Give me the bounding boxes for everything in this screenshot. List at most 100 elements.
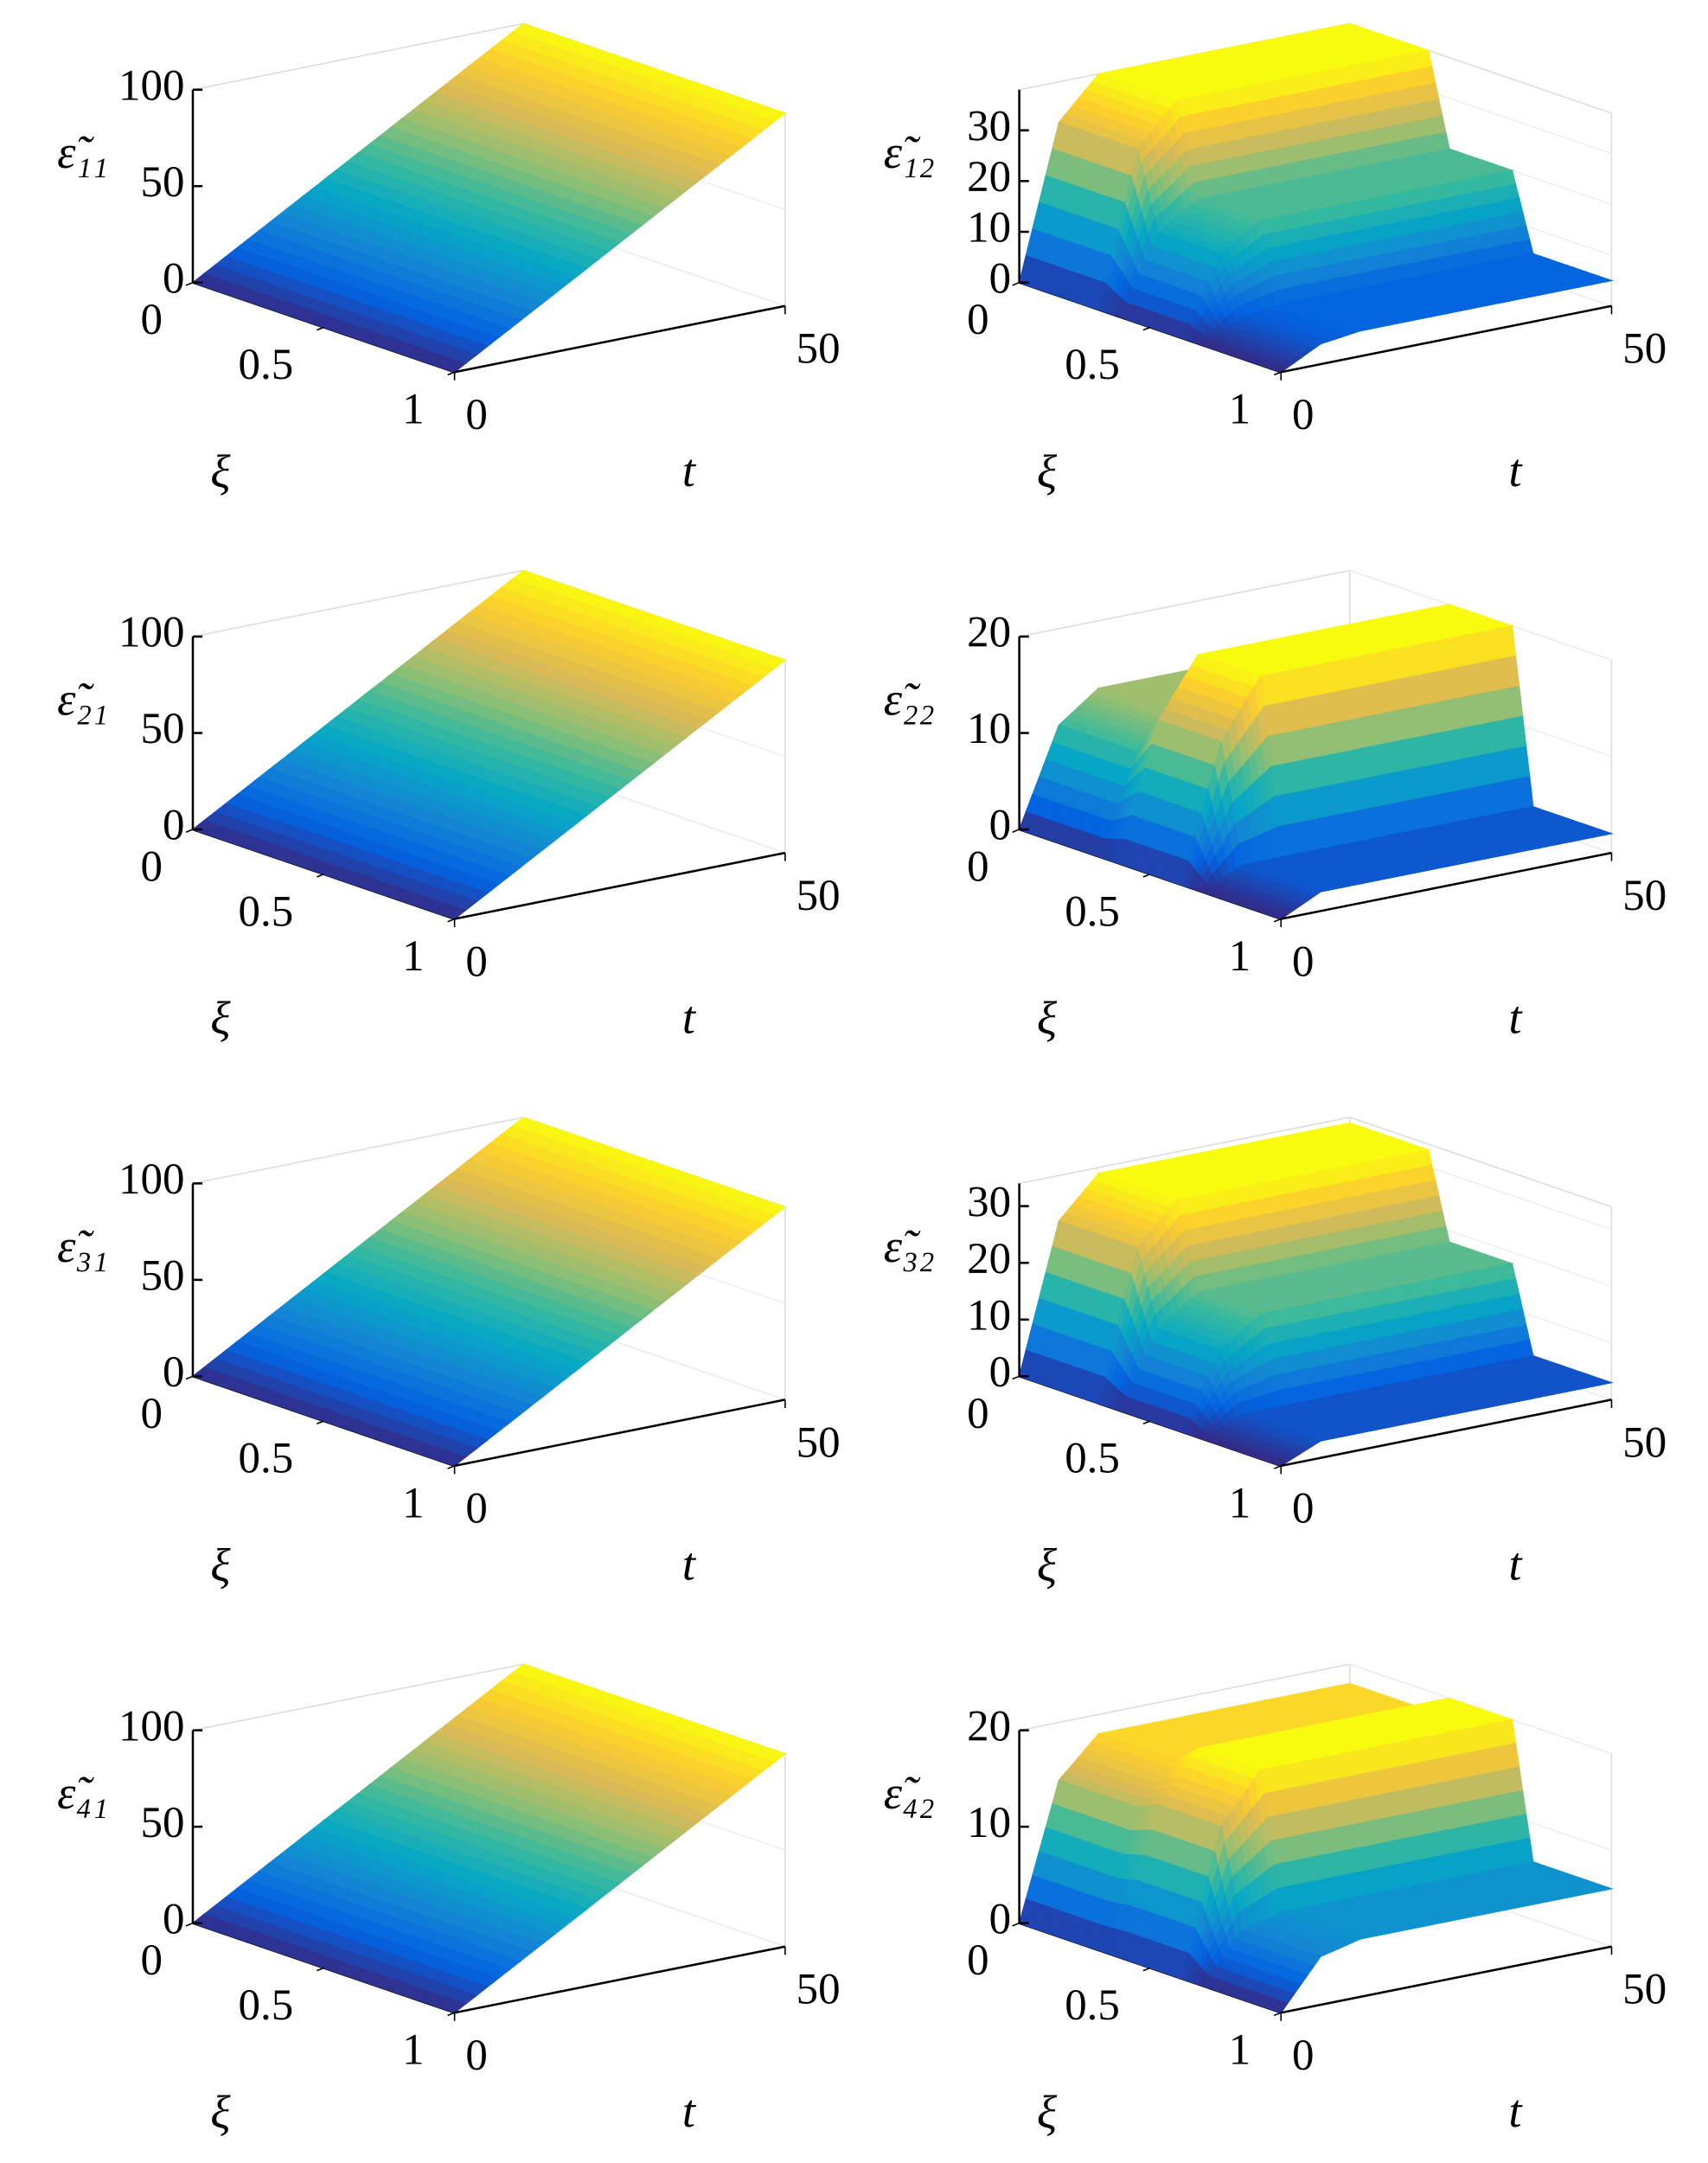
x-axis-label: ξ (1037, 445, 1058, 497)
x-tick-label: 0 (140, 842, 162, 891)
surface-patch (1295, 724, 1330, 762)
x-tick (447, 918, 455, 923)
x-tick-label: 0 (140, 1390, 162, 1438)
x-tick-label: 1 (402, 932, 424, 981)
surface-patch (1302, 784, 1337, 822)
y-axis-label: t (682, 991, 697, 1043)
surface-patch (1331, 778, 1366, 816)
x-tick-label: 0 (967, 296, 988, 344)
y-tick-label: 0 (1292, 938, 1314, 986)
x-tick-label: 1 (1229, 386, 1251, 434)
x-tick-label: 1 (1229, 932, 1251, 981)
x-tick (185, 1375, 194, 1380)
y-tick-label: 0 (465, 938, 487, 986)
surface-patch (1317, 658, 1352, 696)
x-tick (1142, 326, 1151, 331)
x-tick (185, 829, 194, 833)
z-tick-label: 50 (140, 1252, 184, 1301)
surface-patch (1378, 676, 1412, 714)
y-tick-label: 0 (465, 1485, 487, 1533)
surface-patch (1359, 772, 1394, 810)
x-tick (1012, 829, 1020, 833)
z-tick-label: 20 (967, 153, 1011, 202)
x-tick (1012, 281, 1020, 286)
z-tick-label: 0 (163, 1348, 184, 1397)
y-axis-label: t (682, 1539, 697, 1590)
surface-patch (1324, 718, 1359, 756)
x-tick (1142, 874, 1151, 878)
x-axis-label: ξ (210, 445, 231, 497)
z-tick-label: 50 (140, 705, 184, 753)
surface-patch (1270, 759, 1304, 797)
x-tick (1273, 371, 1282, 376)
surface-patch (1356, 743, 1391, 781)
y-axis-label: t (682, 445, 697, 496)
x-tick (317, 874, 324, 878)
x-tick-label: 1 (402, 1479, 424, 1527)
surface-patch (1260, 669, 1294, 707)
surface-patch (1274, 790, 1308, 828)
x-tick-label: 0.5 (1065, 341, 1120, 389)
surface-patch (1414, 731, 1448, 769)
surface-patch (1406, 671, 1441, 709)
y-tick-label: 50 (1622, 325, 1666, 374)
z-axis-label: ε̃₁₁ (57, 126, 108, 178)
z-tick-label: 10 (967, 204, 1011, 253)
z-tick-label: 0 (163, 802, 184, 850)
x-tick (317, 326, 324, 331)
y-tick-label: 50 (1622, 872, 1666, 920)
z-tick-label: 10 (967, 705, 1011, 753)
surface-patch (1403, 641, 1437, 679)
surface-patch (1327, 748, 1362, 786)
box-edge (1019, 569, 1351, 637)
x-tick-label: 0 (140, 296, 162, 344)
x-tick-label: 0.5 (1065, 887, 1120, 936)
x-tick-label: 0.5 (239, 341, 294, 389)
y-tick-label: 50 (796, 325, 841, 374)
z-tick-label: 100 (118, 61, 184, 110)
surface-patch (1417, 761, 1451, 799)
surface-patch (1292, 694, 1327, 732)
x-tick-label: 0.5 (239, 1435, 294, 1483)
z-axis-label: ε̃₁₂ (884, 126, 935, 178)
z-tick-label: 50 (140, 158, 184, 207)
x-tick (447, 371, 455, 376)
x-axis-label: ξ (210, 1539, 231, 1591)
z-tick-label: 20 (967, 609, 1011, 657)
y-tick-label: 0 (465, 391, 487, 439)
y-axis-label: t (1508, 445, 1523, 496)
y-tick-label: 0 (1292, 391, 1314, 439)
x-tick-label: 0 (967, 842, 988, 891)
z-tick-label: 100 (118, 609, 184, 657)
x-tick (447, 1465, 455, 1469)
y-tick-label: 50 (796, 872, 841, 920)
surface-patch (1346, 652, 1380, 690)
x-tick-label: 1 (402, 386, 424, 434)
x-tick-label: 0.5 (239, 887, 294, 936)
x-tick (317, 1420, 324, 1425)
x-tick (185, 281, 194, 286)
surface-patch (1334, 809, 1369, 847)
z-tick-label: 0 (163, 254, 184, 303)
x-axis-label: ξ (1037, 992, 1058, 1044)
surface-patch (1392, 797, 1426, 835)
z-axis-label: ε̃₃₁ (57, 1220, 108, 1272)
surface-patch (1306, 815, 1340, 852)
box-edge (192, 22, 524, 91)
z-tick-label: 0 (989, 802, 1011, 850)
z-axis-label: ε̃₂₂ (884, 674, 935, 726)
surface-patch (1263, 700, 1297, 738)
surface-patch (1349, 682, 1384, 720)
x-tick (1273, 918, 1282, 923)
surface-patch (1381, 707, 1416, 745)
y-axis-label: t (1508, 991, 1523, 1043)
x-axis-label: ξ (210, 992, 231, 1044)
z-tick-label: 0 (989, 254, 1011, 303)
